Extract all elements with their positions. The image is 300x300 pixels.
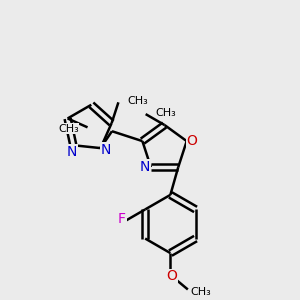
Text: F: F	[118, 212, 126, 226]
Text: CH₃: CH₃	[127, 96, 148, 106]
Text: O: O	[187, 134, 197, 148]
Text: O: O	[167, 269, 177, 284]
Text: N: N	[67, 145, 77, 159]
Text: CH₃: CH₃	[58, 124, 79, 134]
Text: N: N	[100, 142, 111, 157]
Text: CH₃: CH₃	[156, 108, 177, 118]
Text: CH₃: CH₃	[191, 287, 212, 297]
Text: N: N	[140, 160, 150, 174]
